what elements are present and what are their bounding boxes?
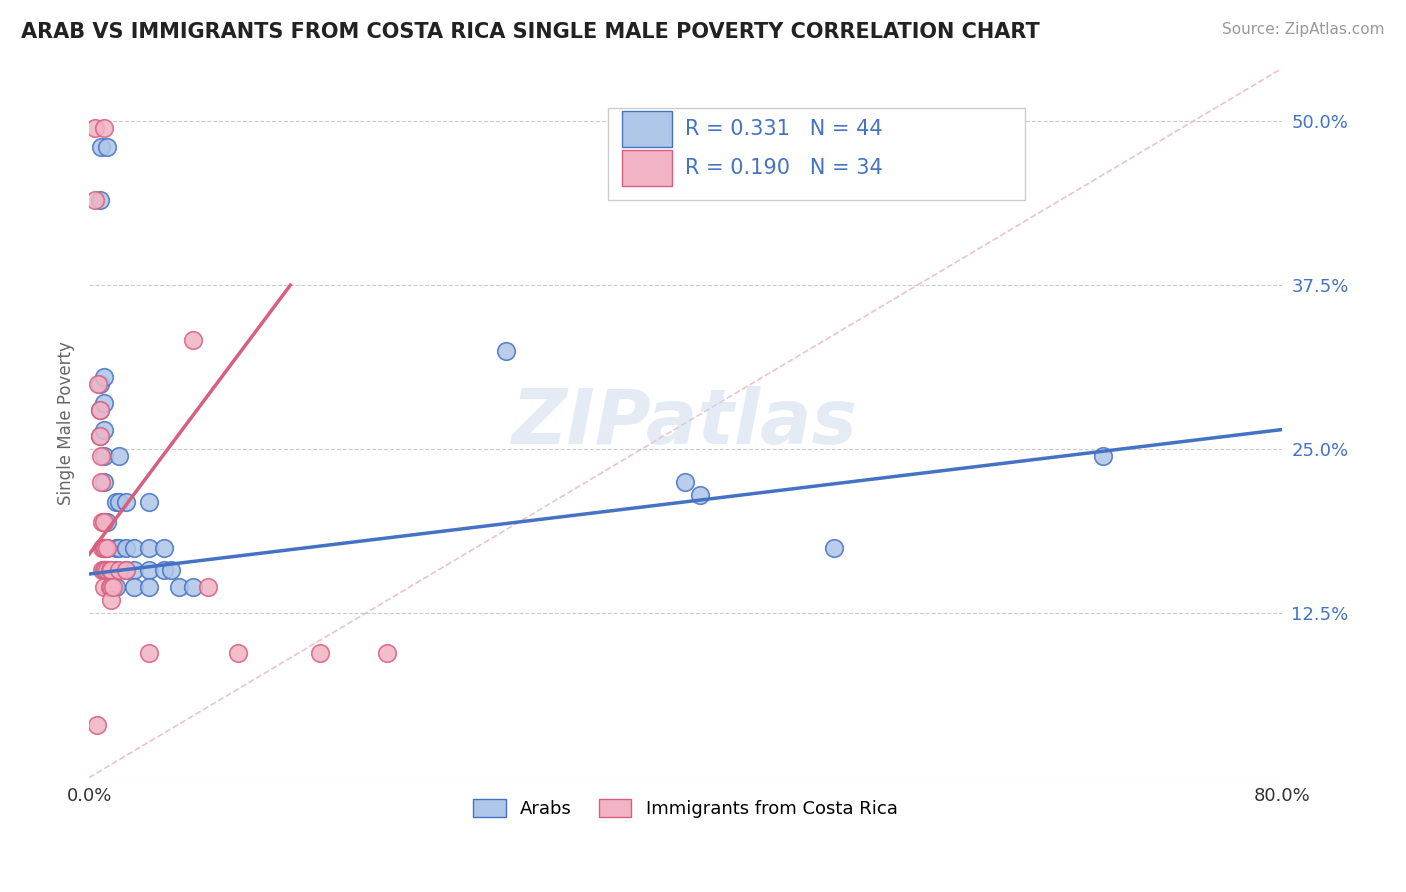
Point (101, 580, 124, 594)
Point (89, 403, 111, 417)
Text: ARAB VS IMMIGRANTS FROM COSTA RICA SINGLE MALE POVERTY CORRELATION CHART: ARAB VS IMMIGRANTS FROM COSTA RICA SINGL… (21, 22, 1040, 42)
Point (115, 563, 138, 577)
Point (89, 429, 111, 443)
Point (108, 495, 131, 509)
Point (152, 541, 174, 555)
Point (94, 563, 117, 577)
FancyBboxPatch shape (623, 150, 672, 186)
Point (93, 541, 115, 555)
Point (96, 563, 118, 577)
Point (93, 423, 115, 437)
Point (108, 563, 131, 577)
Text: Source: ZipAtlas.com: Source: ZipAtlas.com (1222, 22, 1385, 37)
Point (89, 376, 111, 391)
Point (98, 563, 121, 577)
Y-axis label: Single Male Poverty: Single Male Poverty (58, 341, 75, 505)
Point (115, 495, 138, 509)
Point (1091, 449, 1114, 463)
Point (167, 580, 190, 594)
Point (89, 429, 111, 443)
Point (375, 646, 398, 660)
Point (104, 541, 127, 555)
Point (90, 475, 112, 490)
Point (689, 488, 711, 502)
Point (495, 343, 517, 358)
Point (96, 140, 118, 154)
Point (108, 449, 131, 463)
Point (90, 449, 112, 463)
Point (104, 580, 127, 594)
Point (93, 475, 115, 490)
Point (100, 563, 122, 577)
Point (96, 541, 118, 555)
Point (122, 580, 145, 594)
Point (138, 580, 160, 594)
Point (93, 563, 115, 577)
Point (160, 563, 183, 577)
Point (309, 646, 332, 660)
Point (226, 646, 249, 660)
Point (93, 515, 115, 529)
Point (138, 495, 160, 509)
Point (93, 541, 115, 555)
Text: R = 0.331   N = 44: R = 0.331 N = 44 (685, 119, 883, 139)
Point (104, 495, 127, 509)
Point (100, 580, 122, 594)
Point (93, 396, 115, 410)
Point (96, 515, 118, 529)
FancyBboxPatch shape (623, 112, 672, 146)
Point (122, 563, 145, 577)
Text: R = 0.190   N = 34: R = 0.190 N = 34 (685, 158, 883, 178)
Legend: Arabs, Immigrants from Costa Rica: Arabs, Immigrants from Costa Rica (465, 791, 905, 825)
Point (115, 563, 138, 577)
Point (93, 449, 115, 463)
Point (91, 563, 114, 577)
Point (84, 193, 107, 207)
Point (152, 563, 174, 577)
Point (673, 475, 696, 490)
Point (100, 593, 122, 607)
FancyBboxPatch shape (607, 108, 1025, 200)
Point (96, 563, 118, 577)
Text: ZIPatlas: ZIPatlas (512, 386, 859, 460)
Point (96, 541, 118, 555)
Point (104, 563, 127, 577)
Point (115, 541, 138, 555)
Point (89, 403, 111, 417)
Point (94, 541, 117, 555)
Point (138, 541, 160, 555)
Point (84, 120, 107, 135)
Point (93, 370, 115, 384)
Point (824, 541, 846, 555)
Point (87, 376, 110, 391)
Point (122, 541, 145, 555)
Point (90, 140, 112, 154)
Point (138, 646, 160, 660)
Point (91, 515, 114, 529)
Point (86, 718, 108, 732)
Point (183, 334, 205, 348)
Point (108, 541, 131, 555)
Point (93, 580, 115, 594)
Point (89, 193, 111, 207)
Point (98, 580, 121, 594)
Point (93, 563, 115, 577)
Point (93, 515, 115, 529)
Point (138, 563, 160, 577)
Point (183, 580, 205, 594)
Point (91, 541, 114, 555)
Point (93, 120, 115, 135)
Point (197, 580, 219, 594)
